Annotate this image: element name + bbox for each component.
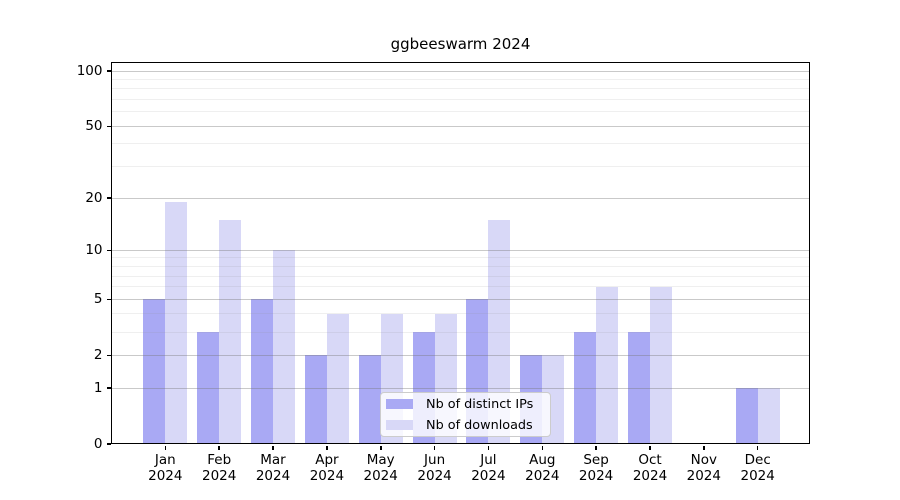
x-tick-mark-apr: [326, 445, 328, 450]
y-tick-label-0: 0: [93, 436, 103, 452]
gridline-minor-40: [111, 143, 810, 145]
x-tick-mark-mar: [272, 445, 274, 450]
gridline-minor-6: [111, 286, 810, 288]
gridline-major-20: [111, 197, 810, 199]
gridline-minor-8: [111, 266, 810, 267]
bar-ips-apr: [304, 355, 327, 444]
y-tick-mark-2: [106, 354, 111, 356]
x-tick-label-jan: Jan 2024: [148, 452, 183, 484]
plot-area: [111, 62, 810, 444]
x-tick-label-dec: Dec 2024: [740, 452, 775, 484]
legend-swatch-downloads: [386, 420, 413, 430]
x-tick-label-sep: Sep 2024: [578, 452, 614, 484]
x-tick-mark-aug: [541, 445, 543, 450]
bar-downloads-dec: [757, 388, 780, 444]
bar-ips-dec: [735, 388, 758, 444]
gridline-minor-70: [111, 99, 810, 101]
bar-ips-oct: [628, 332, 650, 444]
x-tick-label-feb: Feb 2024: [202, 452, 237, 484]
x-tick-mark-dec: [756, 445, 759, 450]
x-tick-mark-jan: [164, 445, 167, 450]
x-tick-label-mar: Mar 2024: [255, 452, 291, 484]
legend-label-distinct-ips: Nb of distinct IPs: [426, 396, 534, 412]
x-tick-label-jun: Jun 2024: [417, 452, 452, 484]
bar-downloads-sep: [596, 286, 619, 444]
x-tick-mark-oct: [649, 445, 651, 450]
bar-ips-feb: [197, 332, 220, 444]
gridline-minor-60: [111, 111, 810, 113]
y-tick-label-10: 10: [85, 242, 103, 259]
bar-downloads-oct: [650, 286, 672, 444]
legend-item-downloads: Nb of downloads: [386, 416, 544, 434]
gridline-minor-7: [111, 275, 810, 277]
x-tick-label-aug: Aug 2024: [525, 452, 560, 484]
gridline-major-10: [111, 249, 810, 251]
y-tick-mark-10: [106, 249, 111, 251]
gridline-minor-80: [111, 88, 810, 90]
y-tick-label-1: 1: [93, 380, 103, 396]
x-tick-label-apr: Apr 2024: [309, 452, 345, 484]
chart-title: ggbeeswarm 2024: [390, 35, 531, 53]
x-tick-label-jul: Jul 2024: [471, 452, 506, 484]
x-tick-mark-sep: [595, 445, 597, 450]
x-tick-label-may: May 2024: [363, 452, 398, 484]
gridline-minor-9: [111, 257, 810, 259]
y-tick-label-5: 5: [93, 291, 103, 308]
legend-item-distinct-ips: Nb of distinct IPs: [386, 395, 544, 413]
bar-downloads-mar: [273, 250, 295, 444]
legend-label-downloads: Nb of downloads: [426, 417, 533, 433]
x-tick-mark-feb: [218, 445, 220, 450]
gridline-minor-30: [111, 166, 810, 167]
legend-swatch-distinct-ips: [386, 399, 413, 409]
bar-downloads-apr: [326, 313, 349, 444]
bar-ips-jan: [143, 299, 166, 444]
y-tick-label-2: 2: [93, 347, 103, 364]
x-tick-label-nov: Nov 2024: [686, 452, 721, 484]
y-tick-mark-100: [106, 70, 111, 72]
y-tick-mark-1: [106, 387, 111, 389]
bar-downloads-jul: [488, 220, 511, 444]
y-tick-label-20: 20: [85, 190, 103, 206]
bar-ips-may: [358, 355, 381, 444]
y-tick-label-50: 50: [85, 118, 103, 135]
bar-ips-sep: [574, 332, 597, 444]
gridline-major-5: [111, 298, 810, 300]
x-tick-label-oct: Oct 2024: [632, 452, 668, 484]
gridline-major-50: [111, 125, 810, 127]
legend: Nb of distinct IPs Nb of downloads: [380, 392, 551, 437]
y-tick-label-100: 100: [76, 63, 103, 80]
x-tick-mark-nov: [703, 445, 705, 450]
bar-ips-mar: [251, 299, 273, 444]
y-tick-mark-0: [106, 443, 111, 445]
x-tick-mark-may: [380, 445, 382, 450]
x-tick-mark-jun: [433, 445, 436, 450]
y-tick-mark-5: [106, 298, 111, 300]
y-tick-mark-50: [106, 125, 111, 127]
y-tick-mark-20: [106, 197, 111, 199]
gridline-major-100: [111, 70, 810, 72]
bar-downloads-jan: [165, 201, 188, 444]
gridline-minor-4: [111, 313, 810, 315]
gridline-minor-90: [111, 79, 810, 80]
x-tick-mark-jul: [487, 445, 490, 450]
bar-downloads-feb: [219, 220, 242, 444]
